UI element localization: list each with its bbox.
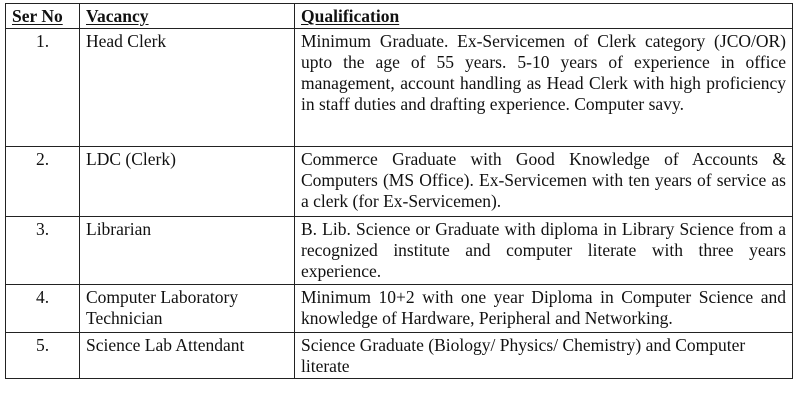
ser-no-cell: 4. [5, 284, 80, 333]
header-vacancy: Vacancy [79, 3, 295, 29]
qualification-cell: Minimum Graduate. Ex-Servicemen of Clerk… [294, 28, 793, 147]
header-row: Ser No Vacancy Qualification [5, 3, 793, 29]
table-row: 2. LDC (Clerk) Commerce Graduate with Go… [5, 146, 793, 217]
qualification-cell: Commerce Graduate with Good Knowledge of… [294, 146, 793, 217]
qualification-cell: B. Lib. Science or Graduate with diploma… [294, 216, 793, 285]
header-qualification: Qualification [294, 3, 793, 29]
ser-no-cell: 3. [5, 216, 80, 285]
vacancy-cell: LDC (Clerk) [79, 146, 295, 217]
vacancy-cell: Librarian [79, 216, 295, 285]
qualification-cell: Minimum 10+2 with one year Diploma in Co… [294, 284, 793, 333]
table-row: 4. Computer Laboratory Technician Minimu… [5, 284, 793, 333]
header-ser-no: Ser No [5, 3, 80, 29]
table-row: 5. Science Lab Attendant Science Graduat… [5, 332, 793, 379]
ser-no-cell: 5. [5, 332, 80, 379]
vacancy-cell: Computer Laboratory Technician [79, 284, 295, 333]
table-row: 1. Head Clerk Minimum Graduate. Ex-Servi… [5, 28, 793, 147]
vacancy-cell: Science Lab Attendant [79, 332, 295, 379]
vacancy-table: Ser No Vacancy Qualification 1. Head Cle… [5, 3, 793, 379]
vacancy-cell: Head Clerk [79, 28, 295, 147]
qualification-cell: Science Graduate (Biology/ Physics/ Chem… [294, 332, 793, 379]
ser-no-cell: 1. [5, 28, 80, 147]
table-row: 3. Librarian B. Lib. Science or Graduate… [5, 216, 793, 285]
ser-no-cell: 2. [5, 146, 80, 217]
